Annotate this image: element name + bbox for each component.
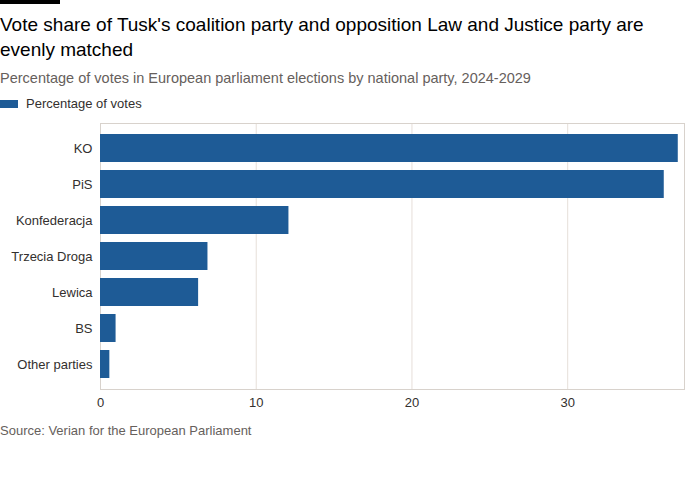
svg-text:PiS: PiS (72, 177, 93, 192)
svg-text:10: 10 (249, 395, 263, 410)
svg-text:0: 0 (97, 395, 104, 410)
html-text:Percentage of votes in Europea: Percentage of votes in European parliame… (0, 70, 531, 86)
html-text:Source: Verian for the Europea: Source: Verian for the European Parliame… (0, 423, 252, 438)
svg-text:Konfederacja: Konfederacja (16, 213, 93, 228)
svg-text:BS: BS (75, 321, 93, 336)
svg-text:Other parties: Other parties (17, 357, 93, 372)
svg-text:Lewica: Lewica (52, 285, 93, 300)
html-text:Vote share of Tusk's coalition: Vote share of Tusk's coalition party and… (0, 14, 644, 60)
svg-text:20: 20 (405, 395, 419, 410)
svg-text:30: 30 (560, 395, 574, 410)
svg-text:Trzecia Droga: Trzecia Droga (11, 249, 93, 264)
svg-text:KO: KO (74, 141, 93, 156)
html-text:Percentage of votes: Percentage of votes (26, 96, 142, 111)
